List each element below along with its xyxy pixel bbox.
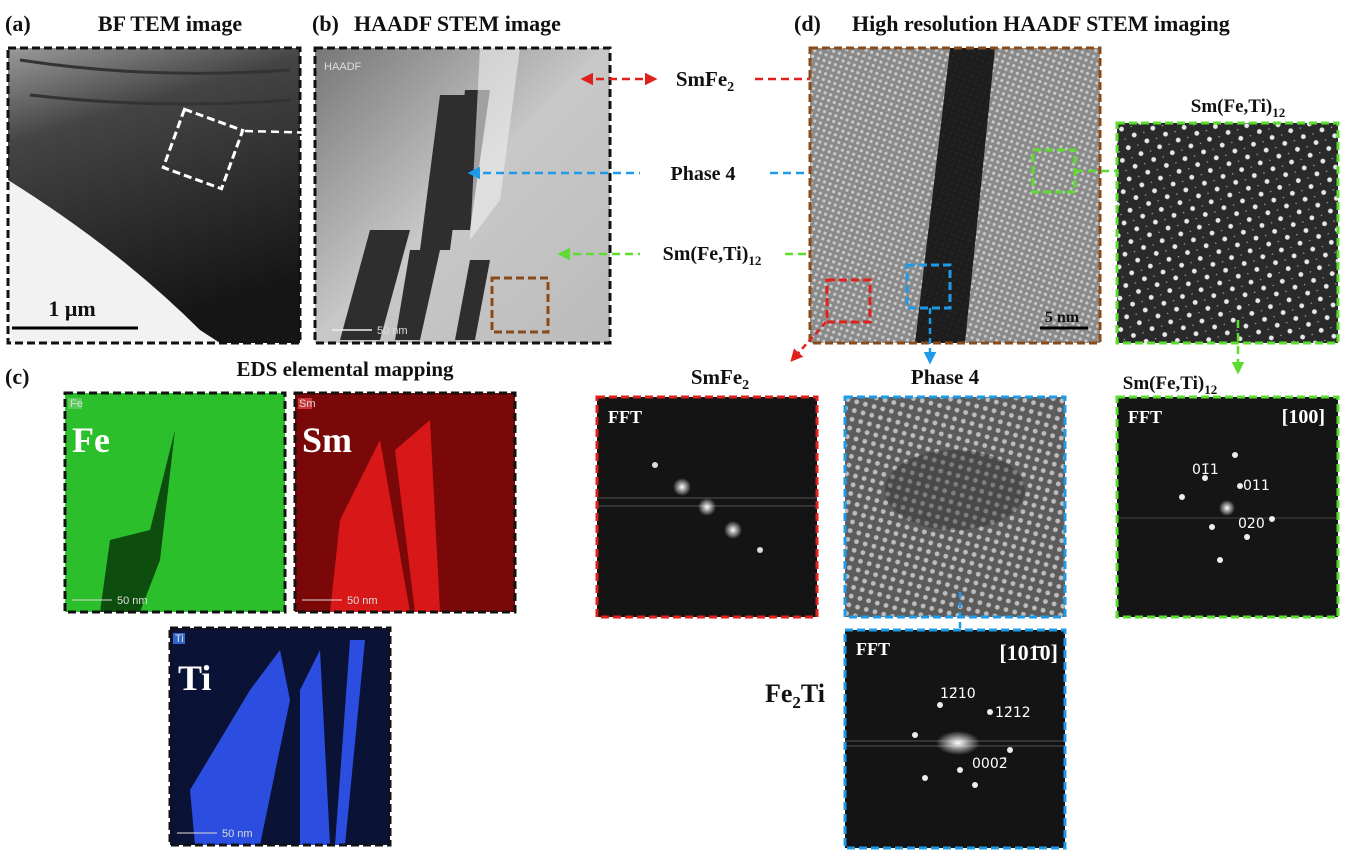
miller-index: 0002̄: [972, 756, 1008, 772]
phase4-image: [845, 397, 1065, 617]
figure: (a) BF TEM image 1 μm (b) HAADF STEM ima…: [0, 0, 1347, 850]
detector-label: HAADF: [324, 61, 362, 73]
miller-index: 01̄1: [1192, 462, 1219, 478]
panel-title: HAADF STEM image: [354, 11, 561, 36]
fft-title: SmFe2: [691, 365, 749, 393]
fft-tag: FFT: [1128, 407, 1162, 427]
fft-title: Phase 4: [911, 365, 980, 389]
element-label: Sm: [302, 420, 352, 460]
panel-title: BF TEM image: [98, 11, 242, 36]
phase-label: Sm(Fe,Ti)12: [663, 243, 762, 268]
map-badge: Sm: [299, 398, 316, 410]
panel-label: (b): [312, 11, 339, 36]
zone-axis: [100]: [1282, 406, 1325, 428]
eds-map-sm: Sm Sm 50 nm: [295, 393, 515, 612]
subscript: 12: [1272, 105, 1285, 120]
panel-label: (c): [5, 364, 29, 389]
miller-index: 12̄12: [995, 705, 1031, 721]
fft-smfe2: FFT: [597, 397, 817, 617]
phase-label: Phase 4: [671, 163, 736, 185]
fft-tag: FFT: [608, 407, 642, 427]
fft-sm-fe-ti-12: FFT [100] 01̄1 011 020: [1117, 397, 1338, 617]
formula: Fe: [765, 679, 792, 708]
panel-label: (a): [5, 11, 31, 36]
phase-label: Fe2Ti: [765, 679, 825, 712]
map-badge: Fe: [70, 398, 83, 410]
map-badge: Ti: [175, 633, 184, 645]
miller-index: 020: [1238, 516, 1265, 532]
subscript: 2: [742, 378, 749, 393]
scale-bar-label: 50 nm: [117, 595, 148, 607]
formula: Sm(Fe,Ti): [1123, 373, 1204, 394]
zoom-title: Sm(Fe,Ti)12: [1191, 96, 1285, 120]
scale-bar-label: 1 μm: [48, 296, 95, 321]
subscript: 12: [748, 253, 761, 268]
miller-index: 12̄10: [940, 686, 976, 702]
formula: Ti: [801, 679, 825, 708]
formula: Sm(Fe,Ti): [1191, 96, 1272, 117]
scale-bar-label: 50 nm: [222, 828, 253, 840]
element-label: Ti: [178, 658, 211, 698]
hr-haadf-image: 5 nm: [810, 48, 1100, 343]
fft-title: Sm(Fe,Ti)12: [1123, 373, 1217, 397]
haadf-stem-image: HAADF 50 nm: [315, 48, 610, 343]
fft-fe2ti: FFT [101̄0] 12̄10 12̄12 0002̄: [845, 630, 1065, 848]
scale-bar-label: 50 nm: [377, 325, 408, 337]
subscript: 2: [727, 80, 734, 95]
eds-map-ti: Ti Ti 50 nm: [170, 628, 390, 845]
scale-bar-label: 50 nm: [347, 595, 378, 607]
element-label: Fe: [72, 420, 110, 460]
panel-label: (d): [794, 11, 821, 36]
zone-axis: [101̄0]: [999, 640, 1058, 665]
formula: SmFe: [691, 365, 742, 389]
eds-map-fe: Fe Fe 50 nm: [65, 393, 285, 612]
panel-title: High resolution HAADF STEM imaging: [852, 11, 1230, 36]
formula: Sm(Fe,Ti): [663, 243, 749, 265]
miller-index: 011: [1243, 478, 1270, 494]
phase-label: SmFe2: [676, 67, 734, 95]
zoom-image: [1117, 123, 1338, 343]
formula: SmFe: [676, 67, 727, 91]
panel-title: EDS elemental mapping: [236, 357, 454, 381]
scale-bar-label: 5 nm: [1045, 309, 1080, 326]
bf-tem-image: 1 μm: [8, 48, 300, 343]
subscript: 12: [1204, 382, 1217, 397]
subscript: 2: [792, 693, 801, 712]
fft-tag: FFT: [856, 639, 890, 659]
